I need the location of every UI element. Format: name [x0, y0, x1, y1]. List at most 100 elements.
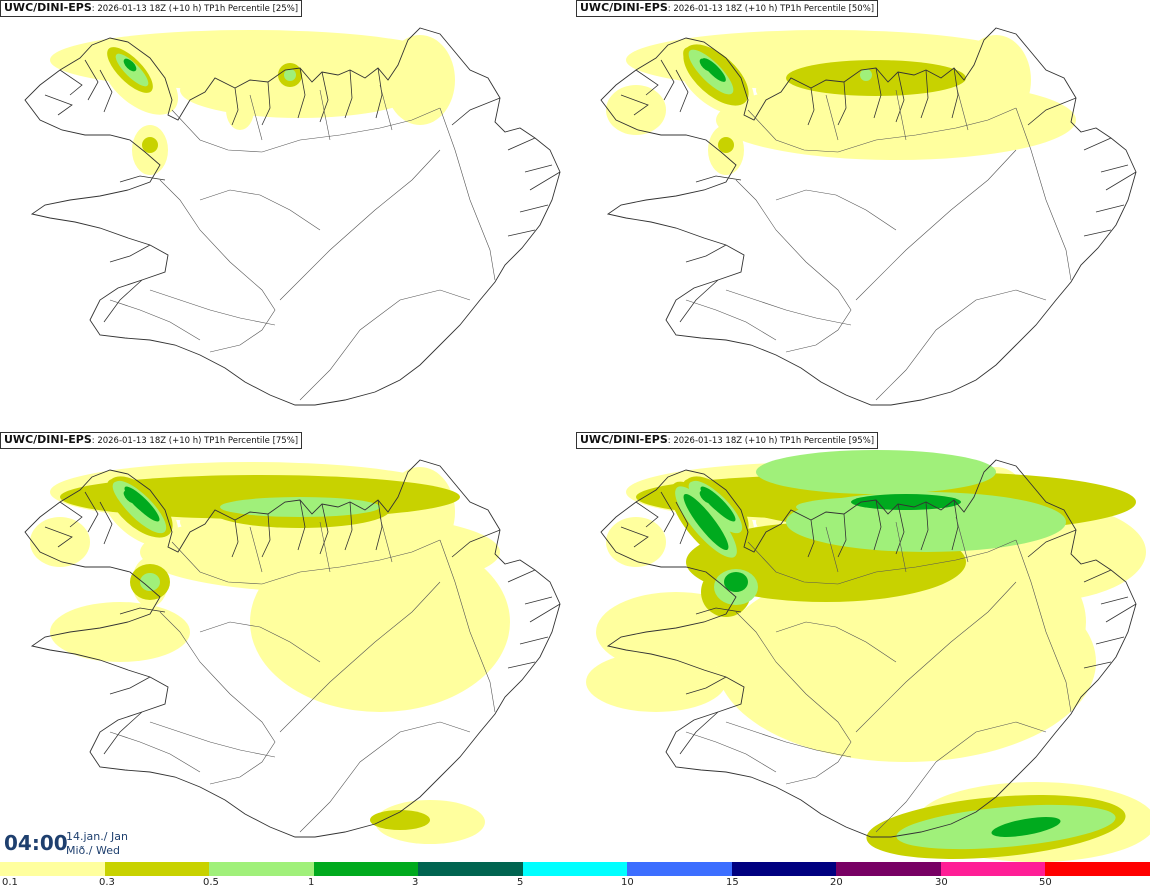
road-line — [1015, 539, 1072, 713]
fjord-line — [679, 279, 719, 323]
coastline — [600, 459, 1137, 838]
valid-date: 14.jan./ Jan Mið./ Wed — [66, 830, 128, 858]
legend-swatch — [0, 862, 105, 876]
precip-area — [606, 85, 666, 135]
precip-map-p25 — [24, 27, 561, 406]
road-line — [249, 526, 263, 573]
precip-area — [786, 60, 966, 96]
fjord-line — [261, 81, 271, 126]
road-line — [379, 516, 393, 563]
road-line — [299, 289, 471, 401]
legend-label: 10 — [621, 877, 634, 888]
precip-map-p95 — [586, 450, 1150, 862]
fjord-line — [807, 87, 815, 126]
precip-area — [700, 486, 736, 522]
run-info: : 2026-01-13 18Z (+10 h) TP1h Percentile… — [667, 436, 875, 446]
precip-area — [385, 35, 455, 125]
color-legend: 0.1 0.3 0.5 1 3 5 10 15 20 30 50 — [0, 862, 1150, 891]
coastline-layer — [24, 459, 561, 838]
fjord-line — [695, 175, 742, 183]
fjord-line — [519, 204, 549, 213]
legend-label: 3 — [412, 877, 419, 888]
fjord-line — [507, 569, 536, 583]
precip-area — [142, 137, 158, 153]
fjord-line — [1100, 164, 1129, 173]
fjord-line — [951, 67, 959, 119]
fjord-line — [1083, 137, 1112, 151]
road-line — [747, 539, 1017, 585]
precip-area — [284, 69, 296, 81]
fjord-line — [375, 499, 383, 551]
map-panel-p75: UWC/DINI-EPS: 2026-01-13 18Z (+10 h) TP1… — [0, 432, 574, 863]
fjord-line — [1105, 171, 1137, 191]
valid-date-line1: 14.jan./ Jan — [66, 830, 128, 843]
precip-area — [786, 492, 1066, 552]
precip-area — [50, 602, 190, 662]
road-line — [685, 299, 777, 341]
road-line — [149, 289, 276, 326]
legend-swatch — [313, 862, 419, 876]
legend-label: 50 — [1039, 877, 1052, 888]
coastline — [24, 27, 561, 406]
fjord-line — [679, 711, 719, 755]
precip-map-p50 — [600, 27, 1137, 406]
legend-label: 20 — [830, 877, 843, 888]
fjord-line — [635, 69, 659, 96]
fjord-line — [873, 67, 882, 119]
fjord-line — [84, 59, 99, 101]
legend-label: 1 — [308, 877, 315, 888]
fjord-line — [920, 69, 929, 119]
coastline-layer — [600, 27, 1137, 406]
model-name: UWC/DINI-EPS — [4, 433, 92, 446]
fjord-line — [231, 519, 239, 558]
legend-label: 0.5 — [203, 877, 219, 888]
fjord-line — [519, 636, 549, 645]
precip-area — [124, 486, 160, 522]
precip-area — [123, 58, 137, 72]
fjord-line — [895, 71, 905, 123]
precip-area — [683, 493, 729, 551]
legend-label: 15 — [726, 877, 739, 888]
road-line — [159, 611, 276, 785]
road-line — [171, 107, 441, 153]
road-line — [855, 149, 1017, 301]
road-line — [875, 721, 1047, 833]
legend-label: 0.1 — [2, 877, 18, 888]
road-line — [855, 581, 1017, 733]
precip-area — [724, 572, 748, 592]
fjord-line — [344, 69, 353, 119]
fjord-line — [99, 501, 113, 545]
precip-area — [220, 497, 380, 517]
fjord-line — [44, 526, 73, 548]
fjord-line — [231, 87, 239, 126]
fjord-line — [675, 69, 689, 113]
fjord-line — [1083, 229, 1112, 237]
fjord-line — [837, 513, 847, 558]
fjord-line — [837, 81, 847, 126]
road-line — [895, 89, 907, 141]
precip-area — [606, 517, 666, 567]
precip-area — [716, 80, 1076, 160]
fjord-line — [375, 67, 383, 119]
model-name: UWC/DINI-EPS — [580, 1, 668, 14]
fjord-line — [84, 491, 99, 533]
fjord-line — [635, 501, 659, 528]
road-line — [955, 516, 969, 563]
road-line — [319, 89, 331, 141]
precip-area — [30, 517, 90, 567]
precip-area — [140, 573, 160, 591]
fjord-line — [507, 661, 536, 669]
road-line — [775, 621, 897, 663]
panel-title-p75: UWC/DINI-EPS: 2026-01-13 18Z (+10 h) TP1… — [0, 432, 303, 449]
precip-area — [991, 817, 1061, 837]
fjord-line — [895, 503, 905, 555]
model-name: UWC/DINI-EPS — [4, 1, 92, 14]
road-line — [299, 721, 471, 833]
fjord-line — [524, 596, 553, 605]
road-line — [747, 107, 1017, 153]
fjord-line — [920, 501, 929, 551]
road-line — [1015, 107, 1072, 281]
road-line — [279, 581, 441, 733]
road-line — [149, 721, 276, 758]
fjord-line — [685, 676, 727, 695]
